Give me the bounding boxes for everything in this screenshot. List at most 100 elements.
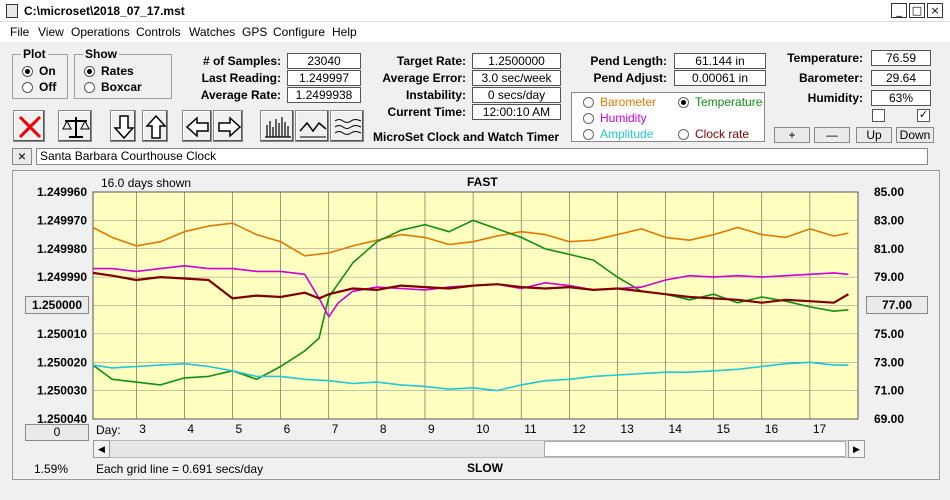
arrow-left-icon <box>185 116 209 138</box>
menu-operations[interactable]: Operations <box>71 25 130 39</box>
plot-group-legend: Plot <box>23 47 46 61</box>
arrow-up-icon <box>145 114 167 139</box>
window-title: C:\microset\2018_07_17.mst <box>24 4 185 18</box>
maximize-button[interactable]: □ <box>909 3 925 18</box>
temperature-label: Temperature: <box>787 51 863 65</box>
pend-adjust-value[interactable]: 0.00061 in <box>674 70 766 86</box>
x-tick-label-5: 5 <box>236 422 243 436</box>
left-offset-button[interactable]: 0 <box>25 424 89 441</box>
balance-button[interactable] <box>58 110 92 142</box>
series-layer <box>92 219 849 392</box>
histogram-icon <box>265 117 291 138</box>
scroll-right-arrow-icon[interactable]: ▶ <box>848 440 865 458</box>
plot-off-label: Off <box>39 80 57 94</box>
sensor-humidity-radio[interactable]: Humidity <box>583 111 647 125</box>
fast-label: FAST <box>467 175 498 189</box>
y-left-tick-label: 1.249960 <box>37 185 87 199</box>
checkbox-1[interactable] <box>872 109 885 122</box>
radio-dot <box>583 96 594 108</box>
x-tick-label-14: 14 <box>669 422 683 436</box>
plot-on-radio[interactable]: On <box>22 64 56 78</box>
histogram-button[interactable] <box>260 110 294 142</box>
scroll-left-arrow-icon[interactable]: ◀ <box>93 440 110 458</box>
x-tick-label-9: 9 <box>428 422 435 436</box>
y-right-tick-label: 69.00 <box>874 412 904 426</box>
series-line-barometer <box>92 222 849 257</box>
menu-bar: File View Operations Controls Watches GP… <box>0 22 950 42</box>
last-reading-value: 1.249997 <box>287 70 361 86</box>
x-tick-label-7: 7 <box>332 422 339 436</box>
show-boxcar-radio[interactable]: Boxcar <box>84 80 142 94</box>
waveform-button[interactable] <box>295 110 329 142</box>
current-time-value: 12:00:10 AM <box>472 104 561 120</box>
y-right-tick-label: 71.00 <box>874 384 904 398</box>
plot-off-radio[interactable]: Off <box>22 80 56 94</box>
sensor-clockrate-radio[interactable]: Clock rate <box>678 127 749 141</box>
menu-controls[interactable]: Controls <box>136 25 181 39</box>
multi-wave-button[interactable] <box>330 110 364 142</box>
minimize-button[interactable]: _ <box>891 3 907 18</box>
y-right-tick-label: 79.00 <box>874 270 904 284</box>
plus-button[interactable]: + <box>774 127 810 143</box>
sensor-barometer-radio[interactable]: Barometer <box>583 95 656 109</box>
radio-dot <box>22 65 33 77</box>
wave-icon <box>299 121 327 138</box>
x-tick-label-3: 3 <box>139 422 146 436</box>
series-line-humidity <box>93 264 849 318</box>
menu-watches[interactable]: Watches <box>189 25 236 39</box>
center-sensor-button[interactable]: 77.00 <box>866 296 928 314</box>
barometer-value: 29.64 <box>871 70 931 86</box>
up-button[interactable]: Up <box>856 127 892 143</box>
sensor-panel <box>571 92 765 142</box>
y-right-tick-label: 75.00 <box>874 327 904 341</box>
average-rate-value: 1.2499938 <box>287 87 361 103</box>
stop-x-icon <box>18 115 42 139</box>
pend-adjust-label: Pend Adjust: <box>593 71 667 85</box>
watch-name-input[interactable]: Santa Barbara Courthouse Clock <box>36 148 928 165</box>
average-rate-label: Average Rate: <box>200 88 281 102</box>
show-group-legend: Show <box>85 47 117 61</box>
menu-help[interactable]: Help <box>332 25 357 39</box>
center-rate-button[interactable]: 1.250000 <box>25 296 89 314</box>
humidity-value: 63% <box>871 90 931 106</box>
x-tick-label-4: 4 <box>187 422 194 436</box>
minus-button[interactable]: — <box>814 127 850 143</box>
arrow-right-icon <box>218 116 242 138</box>
barometer-label: Barometer: <box>798 71 863 85</box>
humidity-label: Humidity: <box>807 91 863 105</box>
radio-dot <box>678 96 689 108</box>
scroll-left-button[interactable] <box>182 110 212 142</box>
menu-configure[interactable]: Configure <box>273 25 326 39</box>
percent-label: 1.59% <box>34 462 69 476</box>
scrollbar-thumb[interactable] <box>544 441 846 457</box>
instability-value: 0 secs/day <box>472 87 561 103</box>
down-button[interactable]: Down <box>896 127 934 143</box>
radio-dot <box>678 128 689 140</box>
checkbox-2[interactable]: ✓ <box>917 109 930 122</box>
target-rate-value[interactable]: 1.2500000 <box>472 53 561 69</box>
scroll-down-button[interactable] <box>110 110 136 142</box>
sensor-amplitude-label: Amplitude <box>600 127 654 141</box>
show-rates-radio[interactable]: Rates <box>84 64 134 78</box>
radio-dot <box>84 81 95 93</box>
y-left-tick-label: 1.249970 <box>37 213 87 227</box>
y-right-tick-label: 83.00 <box>874 213 904 227</box>
radio-dot <box>84 65 95 77</box>
balance-scale-icon <box>62 117 90 138</box>
sensor-temperature-radio[interactable]: Temperature <box>678 95 762 109</box>
close-button[interactable]: × <box>927 3 943 18</box>
menu-view[interactable]: View <box>38 25 64 39</box>
menu-file[interactable]: File <box>10 25 30 39</box>
scroll-up-button[interactable] <box>142 110 168 142</box>
x-tick-label-8: 8 <box>380 422 387 436</box>
menu-gps[interactable]: GPS <box>242 25 268 39</box>
watch-close-button[interactable]: × <box>12 148 32 165</box>
scroll-right-button[interactable] <box>213 110 243 142</box>
sensor-amplitude-radio[interactable]: Amplitude <box>583 127 653 141</box>
stop-button[interactable] <box>13 110 45 142</box>
title-bar: C:\microset\2018_07_17.mst _ □ × <box>0 0 950 22</box>
plot-group: Plot <box>12 47 68 99</box>
y-left-tick-label: 1.250010 <box>37 327 87 341</box>
samples-label: # of Samples: <box>202 54 281 68</box>
